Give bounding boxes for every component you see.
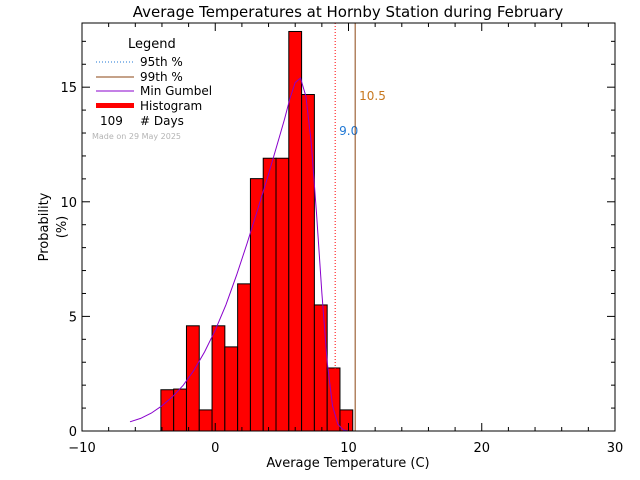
histogram-bar	[160, 389, 175, 432]
chart-title: Average Temperatures at Hornby Station d…	[133, 3, 564, 21]
x-tick-label: 20	[473, 441, 490, 456]
legend-label-99th: 99th %	[140, 70, 183, 84]
histogram-bar	[211, 325, 226, 432]
x-axis-label: Average Temperature (C)	[266, 456, 429, 471]
y-tick-label: 0	[69, 425, 77, 440]
y-axis-label: Probability (%)	[37, 192, 70, 261]
histogram-bar	[173, 388, 187, 432]
x-tick-label: 30	[607, 441, 624, 456]
legend: Legend 95th % 99th % Min Gumbel Histogra…	[92, 37, 212, 141]
y-tick-label: 15	[60, 81, 77, 96]
x-tick-label: −10	[68, 441, 95, 456]
histogram-bar	[198, 409, 213, 432]
gumbel-curve-group	[129, 77, 349, 432]
x-tick-label: 0	[211, 441, 219, 456]
histogram-bar	[249, 178, 264, 432]
y-axis-label-text: Probability	[37, 192, 52, 261]
y-tick-label: 10	[60, 196, 77, 211]
histogram-bar	[301, 94, 315, 432]
histogram-bar	[237, 283, 251, 432]
y-axis-label-unit: (%)	[55, 216, 70, 239]
x-tick-label: 10	[340, 441, 357, 456]
legend-days-label: # Days	[140, 114, 184, 128]
y-tick-label: 5	[69, 310, 77, 325]
percentile-label: 9.0	[339, 124, 358, 138]
made-on-note: Made on 29 May 2025	[92, 132, 181, 141]
histogram-bar	[275, 157, 290, 432]
histogram	[160, 30, 354, 432]
legend-title: Legend	[128, 37, 176, 52]
x-axis: −10 0 10 20 30	[68, 23, 623, 456]
legend-swatch-histogram	[96, 103, 134, 108]
legend-label-gumbel: Min Gumbel	[140, 84, 212, 98]
gumbel-curve	[129, 77, 349, 432]
legend-label-95th: 95th %	[140, 55, 183, 69]
percentile-lines: 9.0 10.5	[334, 23, 386, 431]
histogram-bar	[224, 346, 239, 432]
y-axis: 0 5 10 15	[60, 40, 615, 440]
histogram-bar	[288, 30, 303, 432]
legend-label-histogram: Histogram	[140, 99, 202, 113]
legend-days-count: 109	[100, 114, 123, 128]
histogram-bar	[313, 304, 328, 432]
percentile-label: 10.5	[359, 89, 386, 103]
histogram-bar	[262, 157, 277, 432]
